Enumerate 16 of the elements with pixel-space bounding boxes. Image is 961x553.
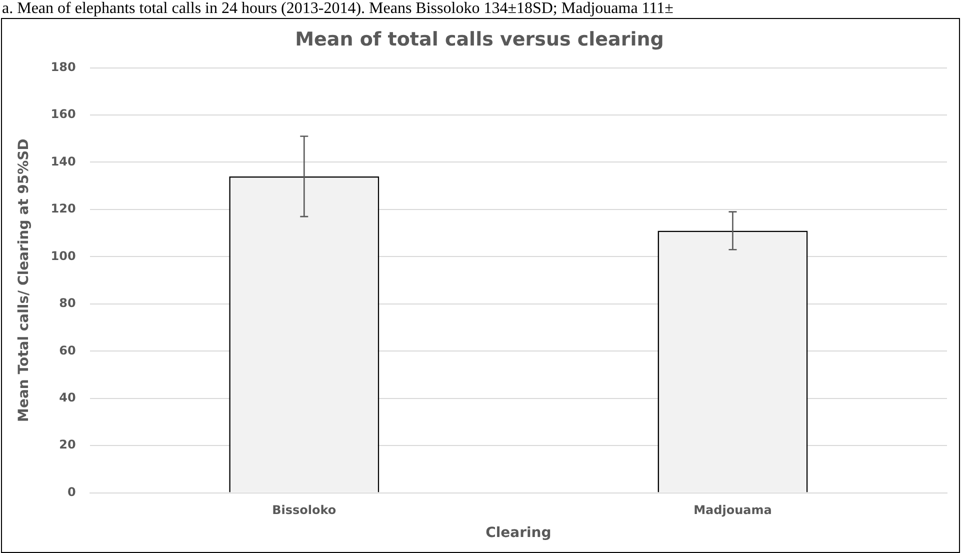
x-axis-title: Clearing: [486, 525, 552, 542]
y-tick-label: 40: [59, 390, 76, 404]
y-tick-label: 80: [59, 296, 76, 310]
y-tick-label: 20: [59, 438, 76, 452]
chart-title: Mean of total calls versus clearing: [295, 28, 664, 50]
y-tick-label: 160: [50, 107, 76, 122]
y-tick-label: 100: [50, 248, 76, 263]
y-tick-label: 180: [50, 60, 76, 74]
y-tick-label: 120: [50, 202, 76, 216]
text: a. Mean of elephants total calls in 24 hours (2013-2014). Means Bissoloko 134±18SD; Madjouama 111±: [2, 0, 674, 17]
y-axis-title: Mean Total calls/ Clearing at 95%SD: [16, 138, 32, 422]
x-tick-label: Madjouama: [694, 503, 772, 518]
y-tick-label: 140: [50, 154, 76, 168]
y-tick-label: 60: [59, 343, 76, 358]
x-tick-label: Bissoloko: [272, 503, 336, 518]
y-tick-label: 0: [67, 484, 76, 499]
